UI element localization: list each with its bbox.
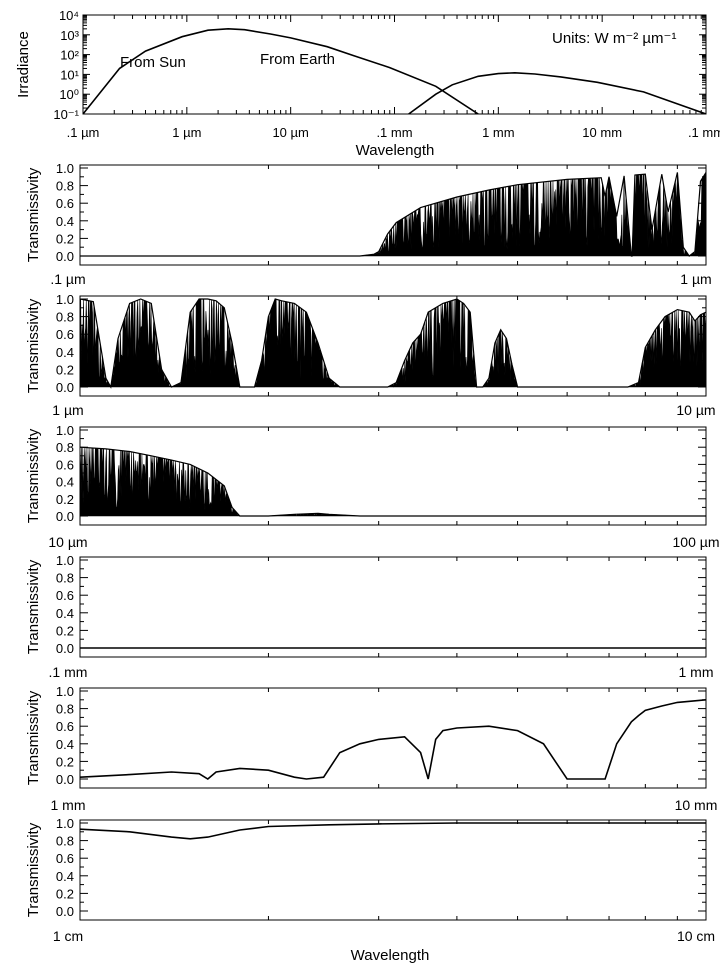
x-range-label-left: 1 cm: [53, 928, 83, 944]
y-tick-label: 0.2: [56, 623, 74, 638]
y-tick-label: 1.0: [56, 292, 74, 307]
y-tick-label: 0.2: [56, 231, 74, 246]
y-tick-label: 0.4: [56, 869, 74, 884]
y-axis-label: Irradiance: [15, 31, 32, 98]
y-tick-label: 0.6: [56, 588, 74, 603]
x-range-label-left: .1 µm: [50, 271, 85, 287]
y-tick-label: 10³: [60, 28, 79, 43]
transmissivity-line: [80, 699, 706, 780]
transmissivity-line: [80, 822, 706, 840]
y-tick-label: 1.0: [56, 684, 74, 699]
y-tick-label: 1.0: [56, 423, 74, 438]
y-tick-label: 0.6: [56, 196, 74, 211]
series-line-sun: [83, 27, 479, 114]
y-axis-label: Transmissivity: [25, 298, 42, 393]
y-tick-label: 10⁻¹: [53, 107, 79, 122]
y-tick-label: 1.0: [56, 161, 74, 176]
plot-frame: [79, 687, 707, 789]
y-tick-label: 0.0: [56, 772, 74, 787]
y-tick-label: 0.8: [56, 702, 74, 717]
y-tick-label: 10⁰: [59, 87, 79, 102]
y-axis-label: Transmissivity: [25, 690, 42, 785]
y-tick-label: 0.8: [56, 440, 74, 455]
transmissivity-spectrum: [80, 172, 706, 257]
y-tick-label: 0.2: [56, 754, 74, 769]
transmissivity-panel-1: 0.0 0.2 0.4 0.6 0.8 1.0 Transmissivity .1 µm 1 µ…: [25, 161, 712, 287]
transmissivity-envelope: [80, 446, 706, 517]
x-range-label-left: 1 mm: [51, 797, 86, 813]
y-tick-label: 0.6: [56, 457, 74, 472]
plot-frame: [79, 295, 707, 397]
x-tick-label: 10 µm: [272, 125, 308, 140]
y-tick-label: 0.4: [56, 214, 74, 229]
y-axis-label: Transmissivity: [25, 167, 42, 262]
x-range-label-right: 10 cm: [677, 928, 715, 944]
y-tick-label: 0.4: [56, 606, 74, 621]
plot-frame: [79, 819, 707, 921]
y-tick-label: 0.2: [56, 492, 74, 507]
x-tick-label: 1 µm: [172, 125, 201, 140]
y-tick-label: 0.6: [56, 851, 74, 866]
x-range-label-left: 10 µm: [48, 534, 87, 550]
y-tick-label: 0.0: [56, 641, 74, 656]
y-axis-label: Transmissivity: [25, 428, 42, 523]
transmissivity-panel-4: 0.0 0.2 0.4 0.6 0.8 1.0 Transmissivity .1 mm 1 m…: [25, 553, 714, 680]
y-tick-label: 1.0: [56, 816, 74, 831]
y-tick-label: 0.8: [56, 310, 74, 325]
x-axis-label: Wavelength: [356, 142, 435, 159]
x-range-label-right: 10 µm: [676, 402, 715, 418]
y-tick-label: 10²: [60, 48, 79, 63]
x-tick-label: .1 µm: [67, 125, 100, 140]
transmissivity-spectrum: [80, 447, 706, 517]
transmissivity-envelope: [80, 298, 706, 389]
transmissivity-panel-3: 0.0 0.2 0.4 0.6 0.8 1.0 Transmissivity 10 µm 100…: [25, 423, 719, 550]
y-tick-label: 0.0: [56, 249, 74, 264]
y-tick-label: 10¹: [60, 67, 79, 82]
y-tick-label: 0.8: [56, 179, 74, 194]
y-tick-label: 0.0: [56, 380, 74, 395]
y-tick-label: 0.2: [56, 886, 74, 901]
transmissivity-spectrum: [80, 298, 706, 388]
y-tick-label: 10⁴: [59, 8, 79, 23]
x-range-label-left: .1 mm: [49, 664, 88, 680]
x-tick-label: .1 mm: [376, 125, 412, 140]
transmissivity-envelope: [80, 172, 706, 257]
units-annotation: Units: W m⁻² µm⁻¹: [552, 30, 676, 47]
y-tick-label: 0.0: [56, 904, 74, 919]
y-axis-label: Transmissivity: [25, 822, 42, 917]
y-tick-label: 0.0: [56, 509, 74, 524]
y-tick-label: 0.4: [56, 475, 74, 490]
x-tick-label: 1 mm: [482, 125, 515, 140]
x-tick-label: .1 mm: [688, 125, 720, 140]
y-tick-label: 0.4: [56, 345, 74, 360]
x-range-label-right: 1 mm: [679, 664, 714, 680]
y-tick-label: 1.0: [56, 553, 74, 568]
x-range-label-right: 1 µm: [680, 271, 711, 287]
series-line-earth: [408, 71, 706, 114]
series-label-earth: From Earth: [260, 51, 335, 68]
x-range-label-left: 1 µm: [52, 402, 83, 418]
irradiance-panel: 10⁻¹ 10⁰ 10¹ 10² 10³ 10⁴ .1 µm 1 µm 10 µm .1 mm 1 …: [15, 8, 720, 159]
plot-frame: [79, 556, 707, 658]
y-tick-label: 0.6: [56, 719, 74, 734]
y-tick-label: 0.2: [56, 362, 74, 377]
y-tick-label: 0.4: [56, 737, 74, 752]
y-tick-label: 0.8: [56, 571, 74, 586]
transmissivity-panel-6: 0.0 0.2 0.4 0.6 0.8 1.0 Transmissivity 1 cm 10 c…: [25, 816, 715, 964]
y-tick-label: 0.8: [56, 834, 74, 849]
x-range-label-right: 10 mm: [675, 797, 718, 813]
x-axis-label: Wavelength: [351, 947, 430, 964]
y-axis-label: Transmissivity: [25, 559, 42, 654]
transmissivity-panel-2: 0.0 0.2 0.4 0.6 0.8 1.0 Transmissivity 1 µm 10 µ…: [25, 292, 716, 418]
series-label-sun: From Sun: [120, 54, 186, 71]
transmissivity-panel-5: 0.0 0.2 0.4 0.6 0.8 1.0 Transmissivity 1 mm 10 m…: [25, 684, 717, 813]
x-range-label-right: 100 µm: [673, 534, 720, 550]
y-tick-label: 0.6: [56, 327, 74, 342]
x-tick-label: 10 mm: [582, 125, 622, 140]
